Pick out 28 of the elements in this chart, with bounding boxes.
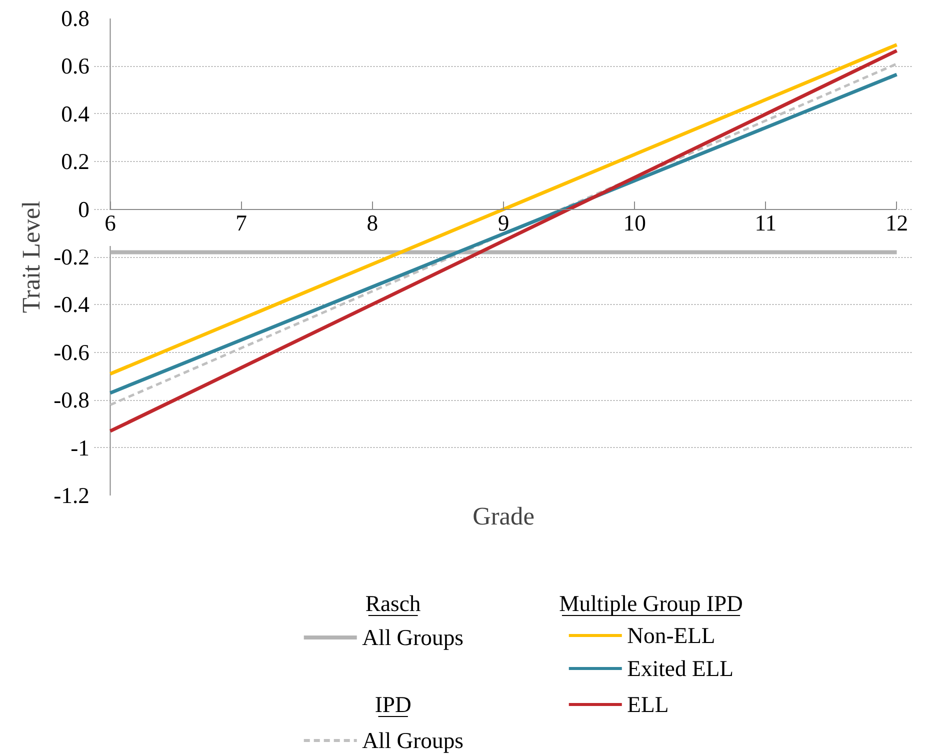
x-tick-label: 11 <box>754 210 777 236</box>
y-tick-label: -0.4 <box>54 292 90 318</box>
x-tick-label: 12 <box>885 210 908 236</box>
x-tick-label: 6 <box>104 210 116 236</box>
legend-label: Non-ELL <box>627 623 716 648</box>
legend-label: Exited ELL <box>627 656 734 681</box>
text: Multiple Group IPD <box>559 591 743 616</box>
y-tick-label: 0.2 <box>61 149 90 174</box>
x-axis-title: Grade <box>472 502 534 530</box>
text: Rasch <box>365 591 422 616</box>
y-tick-label: -0.6 <box>54 340 90 365</box>
y-tick-label: 0.6 <box>61 54 90 79</box>
y-tick-label: 0.8 <box>61 6 90 31</box>
y-tick-label: -0.2 <box>54 244 90 270</box>
y-tick-label: -1 <box>70 435 90 460</box>
legend-label: All Groups <box>362 625 464 650</box>
y-tick-label: -1.2 <box>54 483 90 508</box>
x-tick-label: 8 <box>366 210 378 236</box>
y-tick-label: 0 <box>78 196 90 222</box>
legend-label: All Groups <box>362 728 464 753</box>
x-tick-label: 10 <box>623 210 646 236</box>
legend-label: ELL <box>627 692 669 717</box>
y-tick-label: 0.4 <box>61 101 90 126</box>
x-tick-label: 7 <box>236 210 247 236</box>
y-axis-title: Trait Level <box>18 200 46 314</box>
x-tick-label: 9 <box>498 210 510 236</box>
text: IPD <box>374 692 412 717</box>
y-tick-label: -0.8 <box>54 388 90 413</box>
